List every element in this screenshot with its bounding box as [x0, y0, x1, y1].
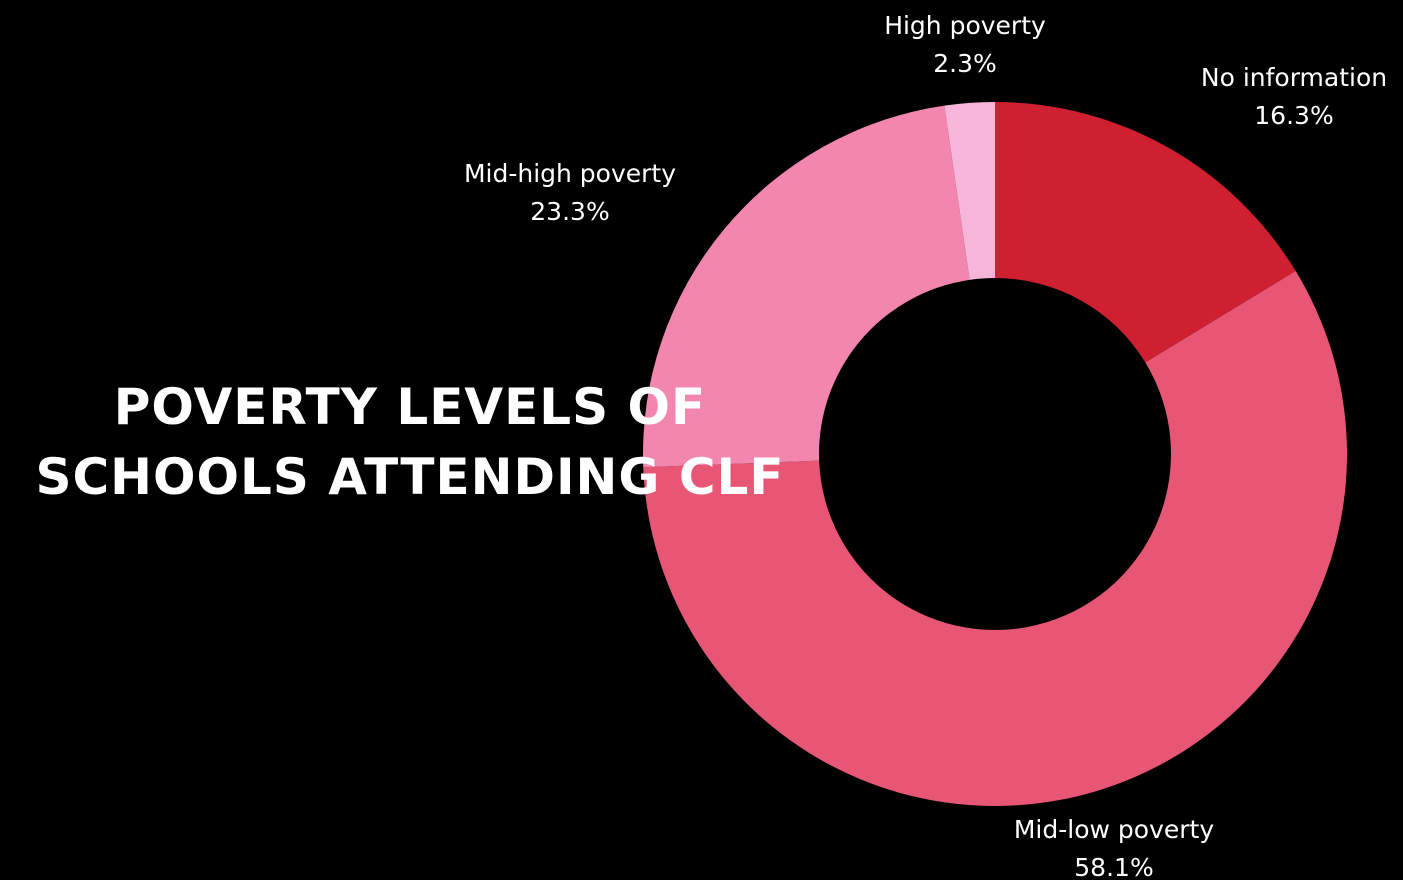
slice-high-poverty — [944, 102, 995, 280]
chart-title-line-1: POVERTY LEVELS OF — [113, 378, 707, 436]
slice-value-mid-low-poverty: 58.1% — [1074, 853, 1153, 880]
chart-title-line-2: SCHOOLS ATTENDING CLF — [35, 448, 785, 506]
slice-label-mid-low-poverty: Mid-low poverty — [1014, 815, 1214, 844]
donut-slices — [643, 102, 1347, 806]
slice-no-information — [995, 102, 1296, 363]
slice-label-mid-high-poverty: Mid-high poverty — [464, 159, 676, 188]
slice-value-mid-high-poverty: 23.3% — [530, 197, 609, 226]
slice-mid-high-poverty — [643, 105, 970, 468]
slice-value-high-poverty: 2.3% — [933, 49, 997, 78]
slice-mid-low-poverty — [643, 271, 1347, 806]
slice-labels: No information 16.3% Mid-low poverty 58.1% M… — [464, 11, 1387, 880]
slice-value-no-information: 16.3% — [1254, 101, 1333, 130]
slice-label-no-information: No information — [1201, 63, 1387, 92]
chart-title: POVERTY LEVELS OF SCHOOLS ATTENDING CLF — [0, 372, 820, 512]
slice-label-high-poverty: High poverty — [884, 11, 1046, 40]
